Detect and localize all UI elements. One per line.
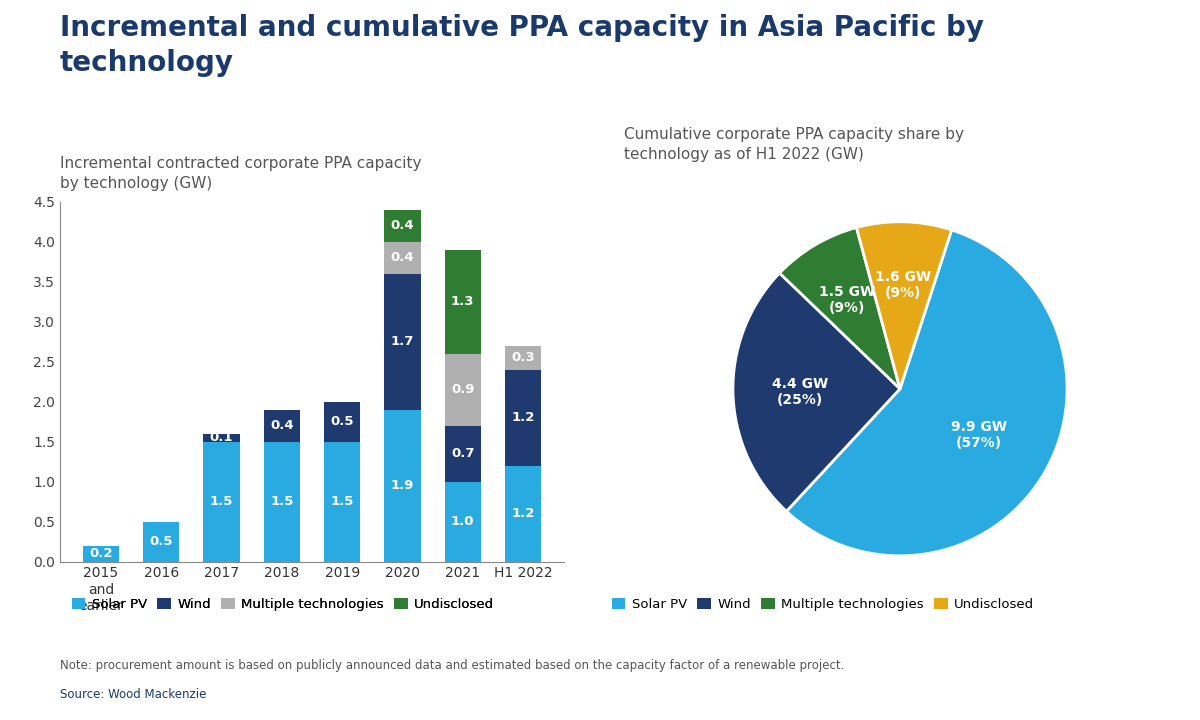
Bar — [324, 441, 360, 562]
Text: 0.4: 0.4 — [391, 251, 414, 264]
Text: 1.5: 1.5 — [270, 495, 294, 508]
Text: 9.9 GW
(57%): 9.9 GW (57%) — [952, 420, 1007, 451]
Text: 1.5 GW
(9%): 1.5 GW (9%) — [820, 284, 875, 315]
Bar — [83, 546, 119, 562]
Bar — [384, 242, 420, 274]
Legend: Solar PV, Wind, Multiple technologies, Undisclosed: Solar PV, Wind, Multiple technologies, U… — [606, 593, 1039, 616]
Text: Cumulative corporate PPA capacity share by
technology as of H1 2022 (GW): Cumulative corporate PPA capacity share … — [624, 127, 964, 162]
Wedge shape — [733, 273, 900, 511]
Text: 1.2: 1.2 — [511, 507, 535, 520]
Bar — [384, 210, 420, 242]
Wedge shape — [786, 230, 1067, 556]
Bar — [384, 274, 420, 410]
Text: 1.7: 1.7 — [391, 335, 414, 348]
Wedge shape — [857, 222, 952, 389]
Legend: Solar PV, Wind, Multiple technologies, Undisclosed: Solar PV, Wind, Multiple technologies, U… — [66, 593, 499, 616]
Text: Source: Wood Mackenzie: Source: Wood Mackenzie — [60, 688, 206, 701]
Bar — [445, 354, 481, 426]
Text: 1.9: 1.9 — [391, 479, 414, 492]
Bar — [505, 369, 541, 466]
Bar — [264, 441, 300, 562]
Bar — [505, 466, 541, 562]
Text: Incremental and cumulative PPA capacity in Asia Pacific by
technology: Incremental and cumulative PPA capacity … — [60, 14, 984, 77]
Bar — [264, 410, 300, 441]
Text: 1.5: 1.5 — [330, 495, 354, 508]
Bar — [324, 402, 360, 441]
Text: 0.7: 0.7 — [451, 447, 474, 460]
Bar — [445, 426, 481, 482]
Text: 0.4: 0.4 — [270, 419, 294, 432]
Text: 0.5: 0.5 — [330, 415, 354, 428]
Text: 1.0: 1.0 — [451, 515, 474, 528]
Bar — [445, 250, 481, 354]
Text: 0.9: 0.9 — [451, 383, 474, 396]
Bar — [505, 346, 541, 369]
Text: Incremental contracted corporate PPA capacity
by technology (GW): Incremental contracted corporate PPA cap… — [60, 156, 421, 191]
Bar — [384, 410, 420, 562]
Text: 1.6 GW
(9%): 1.6 GW (9%) — [875, 270, 931, 300]
Text: 0.5: 0.5 — [150, 535, 173, 548]
Text: 0.2: 0.2 — [89, 547, 113, 560]
Text: 1.2: 1.2 — [511, 411, 535, 424]
Text: 1.3: 1.3 — [451, 295, 474, 308]
Text: 4.4 GW
(25%): 4.4 GW (25%) — [772, 377, 828, 407]
Bar — [204, 433, 240, 441]
Text: 0.1: 0.1 — [210, 431, 233, 444]
Wedge shape — [780, 228, 900, 389]
Bar — [445, 482, 481, 562]
Bar — [204, 441, 240, 562]
Text: 1.5: 1.5 — [210, 495, 233, 508]
Text: Note: procurement amount is based on publicly announced data and estimated based: Note: procurement amount is based on pub… — [60, 659, 845, 672]
Bar — [143, 521, 179, 562]
Text: 0.4: 0.4 — [391, 219, 414, 232]
Text: 0.3: 0.3 — [511, 351, 535, 364]
